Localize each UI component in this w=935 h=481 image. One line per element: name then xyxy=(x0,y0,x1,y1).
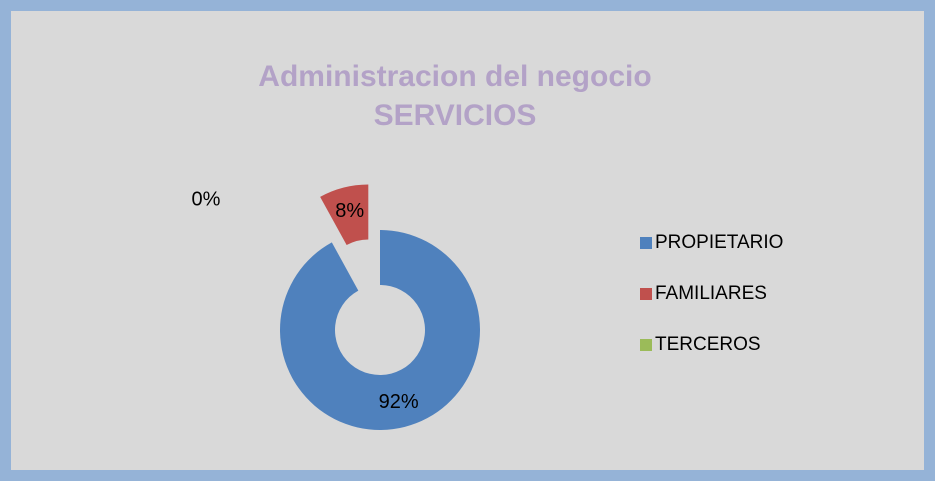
donut-slice xyxy=(280,230,481,431)
data-label: 0% xyxy=(192,188,221,210)
data-label: 8% xyxy=(335,200,364,222)
legend-swatch xyxy=(640,237,652,249)
data-label: 92% xyxy=(379,391,419,413)
legend-label: PROPIETARIO xyxy=(655,232,783,253)
legend-swatch xyxy=(640,339,652,351)
plot-background xyxy=(11,11,924,470)
donut-slice xyxy=(320,184,369,246)
chart-title: Administracion del negocio xyxy=(258,60,651,93)
legend-label: FAMILIARES xyxy=(655,283,767,304)
legend-label: TERCEROS xyxy=(655,334,761,355)
legend-swatch xyxy=(640,288,652,300)
chart-title: SERVICIOS xyxy=(374,99,537,132)
